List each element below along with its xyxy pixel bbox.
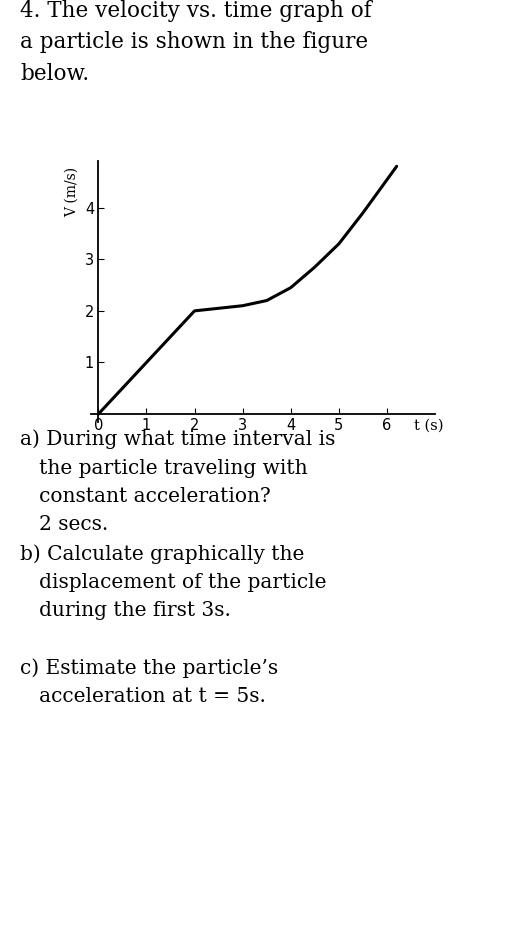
Text: a) During what time interval is
   the particle traveling with
   constant accel: a) During what time interval is the part… (20, 429, 335, 706)
Text: 4. The velocity vs. time graph of
a particle is shown in the figure
below.: 4. The velocity vs. time graph of a part… (20, 0, 371, 84)
Text: t (s): t (s) (413, 418, 442, 432)
Text: V (m/s): V (m/s) (65, 167, 79, 217)
